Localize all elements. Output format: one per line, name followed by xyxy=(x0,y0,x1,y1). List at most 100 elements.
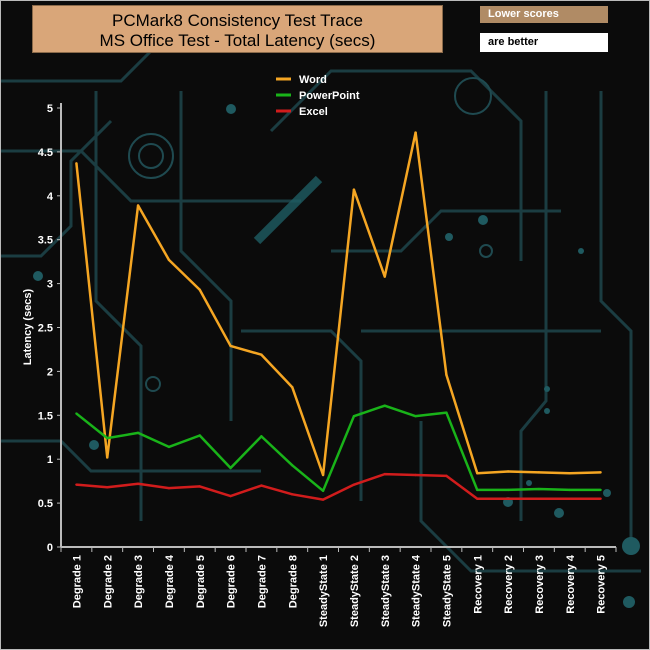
x-tick-label: Degrade 1 xyxy=(71,555,83,608)
chart-title-box: PCMark8 Consistency Test Trace MS Office… xyxy=(32,5,443,53)
x-tick-label: Degrade 8 xyxy=(287,555,299,608)
data-point-excel xyxy=(537,497,541,500)
data-point-powerpoint xyxy=(167,445,171,449)
data-point-excel xyxy=(229,494,232,498)
y-tick-label: 5 xyxy=(47,103,53,115)
data-point-excel xyxy=(198,485,201,488)
data-point-word xyxy=(383,275,386,278)
data-point-excel xyxy=(352,483,356,486)
data-point-excel xyxy=(321,498,325,501)
y-tick-label: 0 xyxy=(47,542,53,554)
data-point-word xyxy=(599,471,602,474)
data-point-word xyxy=(352,188,356,191)
data-point-word xyxy=(537,471,541,474)
x-tick-label: SteadyState 2 xyxy=(349,555,361,627)
y-tick-label: 1.5 xyxy=(38,410,53,422)
data-point-excel xyxy=(291,493,294,496)
x-tick-label: Recovery 5 xyxy=(596,555,608,614)
data-point-word xyxy=(198,288,201,291)
data-point-powerpoint xyxy=(568,488,571,492)
y-tick-label: 4.5 xyxy=(38,147,53,159)
data-point-word xyxy=(414,131,417,134)
data-point-powerpoint xyxy=(229,466,232,470)
x-tick-label: Degrade 2 xyxy=(102,555,114,608)
chart-legend: Word PowerPoint Excel xyxy=(276,74,360,118)
data-point-powerpoint xyxy=(291,464,294,467)
series-line-powerpoint xyxy=(75,404,601,493)
legend-label: Excel xyxy=(299,106,328,118)
note-are-better: are better xyxy=(480,33,608,52)
x-tick-label: Degrade 5 xyxy=(195,555,207,608)
chart-title-line-2: MS Office Test - Total Latency (secs) xyxy=(99,31,376,50)
y-tick-label: 0.5 xyxy=(38,498,53,510)
y-tick-label: 1 xyxy=(47,454,53,466)
y-axis-title: Latency (secs) xyxy=(22,288,34,365)
data-point-powerpoint xyxy=(383,404,386,407)
x-tick-label: Degrade 7 xyxy=(256,555,268,608)
data-point-word xyxy=(106,456,109,459)
data-point-powerpoint xyxy=(476,488,479,492)
data-point-word xyxy=(506,470,510,473)
x-tick-label: Recovery 3 xyxy=(534,555,546,614)
y-tick-label: 3 xyxy=(47,279,53,291)
data-point-excel xyxy=(476,497,479,500)
x-tick-label: SteadyState 3 xyxy=(380,555,392,627)
data-point-word xyxy=(167,258,171,262)
x-tick-label: Degrade 4 xyxy=(164,554,176,608)
data-point-word xyxy=(229,344,232,348)
data-point-excel xyxy=(106,486,109,489)
x-tick-label: SteadyState 4 xyxy=(411,554,423,627)
y-tick-label: 2 xyxy=(47,366,53,378)
data-point-excel xyxy=(599,497,602,500)
data-point-powerpoint xyxy=(321,489,325,493)
data-point-excel xyxy=(445,474,448,478)
x-tick-label: SteadyState 1 xyxy=(318,555,330,627)
data-point-excel xyxy=(75,483,78,486)
data-point-word xyxy=(291,386,294,389)
series-line-word xyxy=(75,131,601,477)
x-tick-label: Recovery 4 xyxy=(565,554,577,614)
data-point-powerpoint xyxy=(445,411,448,414)
data-point-excel xyxy=(383,472,386,476)
x-tick-label: Recovery 1 xyxy=(472,555,484,614)
legend-label: PowerPoint xyxy=(299,90,360,102)
series-line-excel xyxy=(76,472,601,501)
data-point-word xyxy=(75,162,78,165)
data-point-excel xyxy=(506,497,510,500)
data-point-excel xyxy=(136,482,140,485)
legend-label: Word xyxy=(299,74,327,86)
x-tick-label: SteadyState 5 xyxy=(441,555,453,627)
data-point-powerpoint xyxy=(75,412,78,415)
data-point-excel xyxy=(260,484,263,487)
data-point-word xyxy=(476,472,479,475)
data-point-excel xyxy=(568,497,571,500)
x-axis-ticks: Degrade 1 Degrade 2 Degrade 3 Degrade 4 Degr… xyxy=(60,547,617,627)
data-point-powerpoint xyxy=(260,435,263,438)
data-point-powerpoint xyxy=(537,487,541,491)
y-tick-label: 3.5 xyxy=(38,235,53,247)
y-axis-ticks: 0 0.5 1 1.5 2 2.5 3 3.5 4 4.5 5 xyxy=(38,103,61,554)
data-point-word xyxy=(568,472,571,475)
data-point-word xyxy=(260,353,263,356)
series-lines xyxy=(75,131,602,501)
y-tick-label: 4 xyxy=(47,191,54,203)
data-point-powerpoint xyxy=(352,414,356,418)
x-tick-label: Degrade 6 xyxy=(226,555,238,608)
x-tick-label: Degrade 3 xyxy=(133,555,145,608)
data-point-word xyxy=(445,373,448,377)
data-point-word xyxy=(136,204,140,207)
y-tick-label: 2.5 xyxy=(38,323,53,335)
data-point-powerpoint xyxy=(198,434,201,437)
data-point-powerpoint xyxy=(506,488,510,492)
data-point-word xyxy=(321,473,325,477)
data-point-powerpoint xyxy=(106,436,109,440)
data-point-powerpoint xyxy=(136,431,140,435)
x-tick-label: Recovery 2 xyxy=(503,555,515,614)
note-lower-scores: Lower scores xyxy=(480,6,608,23)
data-point-excel xyxy=(167,486,171,490)
chart-title-line-1: PCMark8 Consistency Test Trace xyxy=(112,11,363,30)
data-point-excel xyxy=(414,473,417,477)
